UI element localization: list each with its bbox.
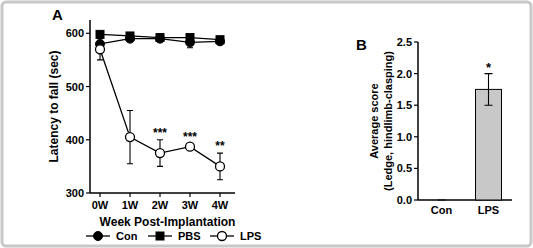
panel-label: B (356, 36, 367, 53)
x-axis-label: Week Post-Implantation (100, 215, 236, 229)
y-tick-label: 0.5 (397, 162, 412, 174)
y-axis (89, 20, 91, 193)
x-tick-label: Con (431, 204, 453, 216)
error-bar (438, 199, 446, 200)
significance: *** (153, 126, 167, 140)
y-axis-label: (Ledge, hindlimb-clasping) (382, 51, 394, 191)
point (96, 30, 104, 38)
y-tick-label: 2.5 (397, 36, 412, 48)
point (216, 36, 224, 44)
y-tick-label: 1.0 (397, 131, 412, 143)
y-tick-label: 1.5 (397, 99, 412, 111)
panel-label: A (52, 6, 63, 23)
x-tick-label: LPS (478, 204, 499, 216)
x-tick (159, 193, 160, 197)
bar (476, 89, 502, 200)
legend: Con PBS LPS (86, 230, 261, 242)
point (126, 32, 134, 40)
series-con (96, 34, 225, 48)
series-line (100, 49, 220, 166)
y-tick (86, 33, 90, 34)
plot-area (96, 30, 225, 179)
point (186, 34, 194, 42)
y-tick (414, 199, 418, 200)
frame (2, 2, 531, 246)
significance: * (486, 60, 492, 75)
y-tick (414, 136, 418, 137)
x-tick (189, 193, 190, 197)
bar (429, 200, 455, 201)
point (216, 162, 225, 171)
point (156, 149, 165, 158)
point (96, 45, 105, 54)
legend-label: Con (116, 230, 138, 242)
y-axis-label: Average score (368, 83, 380, 158)
x-tick-label: 3W (182, 199, 199, 211)
y-tick (414, 168, 418, 169)
y-axis (417, 42, 419, 200)
y-tick-label: 300 (66, 187, 84, 199)
panel-a: A 300 400 500 600 0W 1W 2W 3W 4W Week Post-Implant… (47, 6, 261, 242)
error-bar (485, 74, 493, 106)
x-axis (90, 192, 235, 194)
plot-area (438, 74, 502, 200)
y-tick-label: 500 (66, 81, 84, 93)
y-tick-label: 2.0 (397, 68, 412, 80)
y-tick (414, 73, 418, 74)
point (156, 34, 164, 42)
y-tick-label: 600 (66, 27, 84, 39)
significance: *** (183, 130, 197, 144)
error-bar (217, 37, 223, 43)
figure: A 300 400 500 600 0W 1W 2W 3W 4W Week Post-Implant… (0, 0, 533, 248)
series-pbs (96, 30, 224, 43)
y-tick-label: 400 (66, 134, 84, 146)
series-lps (96, 39, 225, 180)
x-tick (219, 193, 220, 197)
x-tick (99, 193, 100, 197)
x-tick-label: 4W (212, 199, 229, 211)
x-tick (129, 193, 130, 197)
y-axis-label: Latency to fall (sec) (47, 50, 61, 162)
legend-label: PBS (178, 230, 201, 242)
panel-b: B 0.0 0.5 1.0 1.5 2.0 2.5 Con LPS Average score(L… (356, 36, 512, 216)
significance: ** (215, 139, 225, 153)
y-tick (86, 192, 90, 193)
y-tick (414, 41, 418, 42)
x-tick-label: 2W (152, 199, 169, 211)
legend-marker (218, 232, 227, 241)
y-tick (414, 105, 418, 106)
point (156, 34, 165, 43)
y-tick (86, 86, 90, 87)
point (126, 133, 135, 142)
legend-marker (156, 232, 164, 240)
legend-label: LPS (240, 230, 261, 242)
y-tick-label: 0.0 (397, 194, 412, 206)
y-tick (86, 139, 90, 140)
x-tick-label: 1W (122, 199, 139, 211)
legend-marker (94, 232, 103, 241)
x-tick-label: 0W (92, 199, 109, 211)
